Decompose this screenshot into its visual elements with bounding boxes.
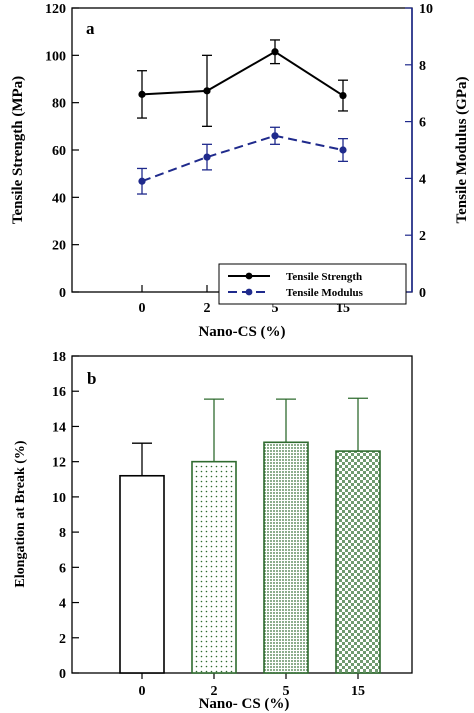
data-point <box>203 153 211 161</box>
data-point <box>138 90 146 98</box>
data-point <box>339 91 347 100</box>
bar <box>335 450 381 674</box>
panel-a-legend: Tensile Strength Tensile Modulus <box>218 263 407 305</box>
panel-a-left-tick-label: 20 <box>52 239 66 254</box>
panel-b-y-tick-label: 16 <box>52 385 66 400</box>
data-point <box>339 146 347 154</box>
panel-b-label: b <box>87 369 96 388</box>
legend-marker <box>245 272 253 280</box>
panel-a-left-tick-label: 100 <box>45 49 66 64</box>
panel-b-plot-frame <box>71 355 413 674</box>
bar <box>191 460 237 674</box>
panel-b-y-tick-label: 6 <box>59 561 66 576</box>
panel-a-x-tick-label: 15 <box>336 301 350 316</box>
panel-b-y-tick-label: 18 <box>52 350 66 365</box>
panel-b-y-tick-label: 10 <box>52 491 66 506</box>
panel-a-y2label: Tensile Modulus (GPa) <box>454 77 470 224</box>
panel-a-plot-frame <box>71 7 413 293</box>
panel-a-right-axis: 0 2 4 6 8 10 <box>405 2 433 301</box>
panel-a-left-axis: 0 20 40 60 80 100 120 <box>45 2 79 301</box>
panel-b-x-axis: 0 2 5 15 <box>139 673 365 699</box>
series-line-0 <box>141 50 344 97</box>
panel-a-left-tick-label: 120 <box>45 2 66 17</box>
panel-a-label: a <box>86 19 95 38</box>
panel-a-xlabel: Nano-CS (%) <box>198 324 285 340</box>
panel-b: b 0 2 4 6 8 10 12 14 16 18 0 2 5 15 Elongation at Br… <box>13 350 413 712</box>
panel-a-right-tick-label: 8 <box>419 59 426 74</box>
data-point <box>271 132 279 140</box>
panel-b-y-tick-label: 12 <box>52 456 66 471</box>
panel-a: a 0 20 40 60 80 100 120 0 2 4 6 8 10 0 2 5 15 Tensile … <box>10 2 470 340</box>
bar <box>119 474 165 674</box>
panel-b-x-tick-label: 0 <box>139 684 146 699</box>
panel-b-y-tick-label: 4 <box>59 597 66 612</box>
panel-a-right-tick-label: 6 <box>419 116 426 131</box>
legend-label: Tensile Strength <box>286 271 362 283</box>
panel-a-x-tick-label: 5 <box>272 301 279 316</box>
data-point <box>203 87 211 95</box>
series-line-1 <box>141 134 344 183</box>
panel-a-left-tick-label: 80 <box>52 97 66 112</box>
panel-a-right-tick-label: 10 <box>419 2 433 17</box>
panel-a-right-tick-label: 2 <box>419 229 426 244</box>
panel-b-bars <box>119 397 381 674</box>
panel-b-x-tick-label: 15 <box>351 684 365 699</box>
panel-b-y-tick-label: 14 <box>52 420 66 435</box>
data-point <box>138 177 146 185</box>
panel-b-xlabel: Nano- CS (%) <box>199 696 290 712</box>
panel-a-left-tick-label: 60 <box>52 144 66 159</box>
panel-a-series <box>137 39 348 195</box>
panel-a-x-tick-label: 0 <box>139 301 146 316</box>
legend-frame <box>218 263 407 305</box>
legend-marker <box>245 288 253 296</box>
panel-b-y-axis: 0 2 4 6 8 10 12 14 16 18 <box>52 350 79 682</box>
legend-label: Tensile Modulus <box>286 287 364 299</box>
panel-a-x-tick-label: 2 <box>204 301 211 316</box>
panel-a-ylabel: Tensile Strength (MPa) <box>10 76 26 224</box>
panel-b-y-tick-label: 0 <box>59 667 66 682</box>
panel-a-left-tick-label: 0 <box>59 286 66 301</box>
panel-b-x-tick-label: 2 <box>211 684 218 699</box>
panel-a-left-tick-label: 40 <box>52 191 66 206</box>
panel-b-y-tick-label: 2 <box>59 632 66 647</box>
panel-b-y-tick-label: 8 <box>59 526 66 541</box>
panel-b-x-tick-label: 5 <box>283 684 290 699</box>
panel-b-ylabel: Elongation at Break (%) <box>13 440 28 587</box>
panel-a-right-tick-label: 0 <box>419 286 426 301</box>
bar <box>263 441 309 674</box>
panel-a-right-tick-label: 4 <box>419 172 426 187</box>
data-point <box>271 48 279 56</box>
